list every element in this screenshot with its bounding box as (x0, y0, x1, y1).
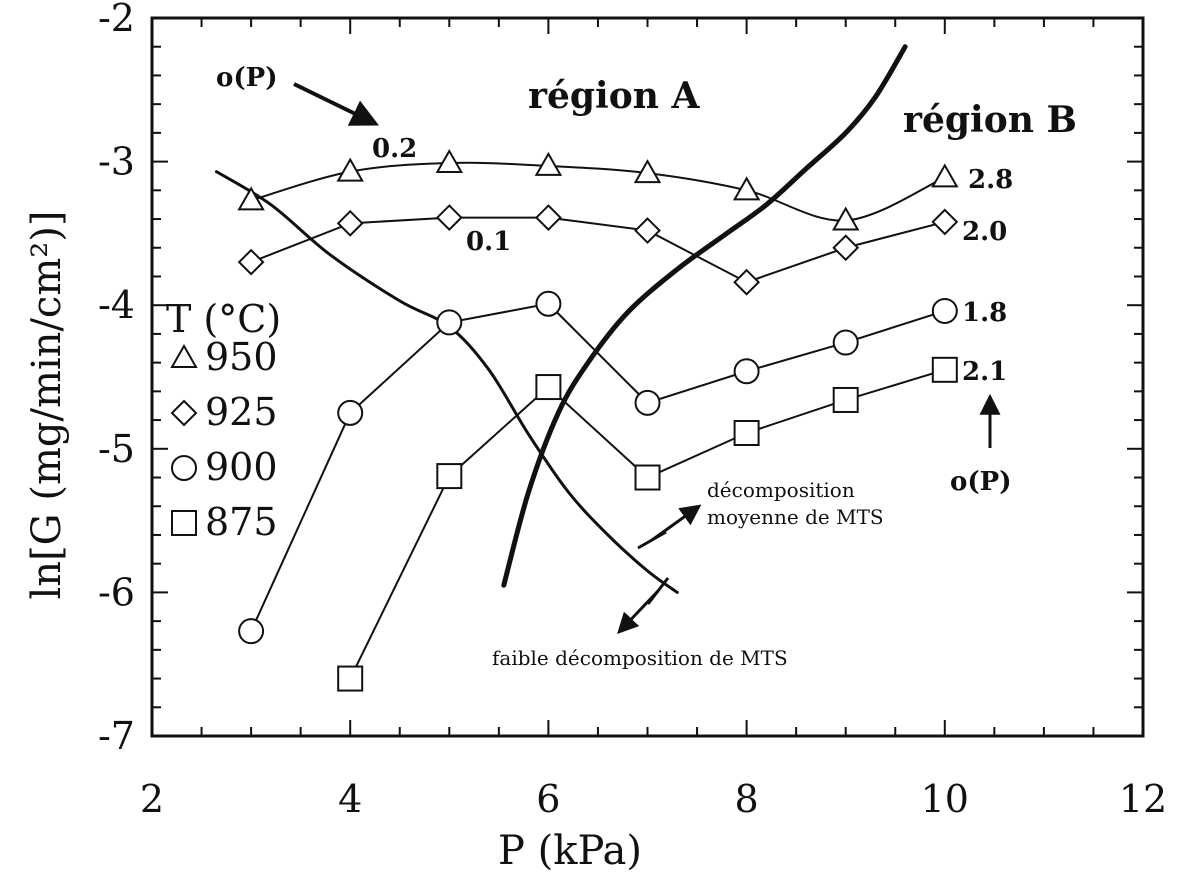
point-900 (436, 309, 463, 336)
decomp-faible-arrow (617, 589, 660, 635)
value-label-2-0: 2.0 (962, 217, 1007, 247)
legend-marker-875 (171, 510, 197, 536)
legend-label-950: 950 (205, 335, 278, 379)
legend-title: T (°C) (166, 297, 281, 341)
point-950 (336, 157, 364, 182)
axis-tick-labels: 2 4 6 8 10 12 -2 -3 -4 -5 -6 -7 (98, 0, 1167, 821)
point-900 (733, 358, 760, 385)
decomp-moyenne-line1: décomposition (707, 478, 855, 502)
x-axis-title: P (kPa) (498, 828, 642, 873)
point-950 (534, 151, 563, 176)
x-tick-label: 6 (536, 777, 560, 821)
data-series (237, 149, 959, 692)
point-900 (832, 329, 859, 356)
point-950 (732, 176, 761, 201)
point-900 (337, 399, 364, 426)
value-label-1-8: 1.8 (962, 298, 1007, 328)
point-875 (436, 463, 463, 490)
y-tick-label: -4 (98, 283, 135, 327)
legend-marker-900 (171, 455, 197, 481)
point-950 (831, 206, 860, 231)
region-b-label: région B (903, 99, 1077, 141)
point-875 (733, 420, 760, 447)
point-875 (634, 464, 661, 491)
point-950 (931, 163, 959, 188)
point-925 (435, 204, 463, 232)
o-p-top-arrow (293, 82, 380, 126)
legend-marker-925 (170, 399, 198, 427)
point-875 (931, 356, 958, 383)
x-tick-label: 10 (921, 777, 969, 821)
x-tick-label: 2 (140, 777, 164, 821)
annotation-curves (214, 44, 908, 594)
value-label-2-8: 2.8 (968, 165, 1013, 195)
legend-label-925: 925 (205, 390, 278, 434)
value-label-2-1: 2.1 (962, 357, 1007, 387)
point-950 (633, 159, 662, 184)
point-900 (535, 290, 562, 317)
point-875 (535, 374, 562, 401)
point-925 (534, 204, 562, 232)
o-p-right-label: o(P) (950, 467, 1012, 497)
point-900 (238, 618, 265, 645)
y-tick-label: -6 (98, 570, 135, 614)
curve-boundary-A-B (501, 44, 908, 588)
curve-decomposition-limit (214, 170, 679, 594)
x-tick-label: 8 (735, 777, 759, 821)
decomp-moyenne-line2: moyenne de MTS (707, 505, 884, 529)
point-925 (931, 208, 959, 236)
point-900 (931, 297, 958, 324)
y-tick-label: -2 (98, 0, 135, 40)
y-tick-label: -3 (98, 140, 135, 184)
legend-label-875: 875 (205, 500, 278, 544)
point-900 (634, 389, 661, 416)
point-925 (634, 217, 661, 244)
y-axis-title: ln[G (mg/min/cm²)] (24, 211, 70, 600)
x-tick-label: 4 (338, 777, 362, 821)
legend-marker-950 (170, 343, 198, 368)
point-950 (237, 186, 265, 211)
x-tick-label: 12 (1119, 777, 1167, 821)
point-875 (337, 665, 364, 692)
point-925 (832, 234, 860, 262)
decomp-faible-label: faible décomposition de MTS (492, 646, 788, 670)
point-925 (237, 248, 265, 276)
point-950 (435, 149, 464, 174)
series-line-925 (250, 216, 946, 284)
y-tick-label: -7 (98, 714, 135, 758)
y-tick-label: -5 (98, 427, 135, 471)
decomp-moyenne-arrow (651, 504, 702, 542)
value-label-0-2: 0.2 (372, 134, 417, 164)
legend-entries: 950 925 900 875 (170, 335, 278, 544)
o-p-top-label: o(P) (216, 63, 278, 93)
legend: T (°C) 950 925 900 875 (166, 297, 281, 544)
point-925 (336, 209, 364, 237)
point-925 (733, 268, 761, 296)
region-a-label: région A (528, 75, 700, 117)
axis-ticks (151, 17, 1144, 737)
value-label-0-1: 0.1 (466, 227, 511, 257)
legend-label-900: 900 (205, 445, 278, 489)
point-875 (832, 386, 859, 413)
series-line-900 (250, 302, 946, 632)
